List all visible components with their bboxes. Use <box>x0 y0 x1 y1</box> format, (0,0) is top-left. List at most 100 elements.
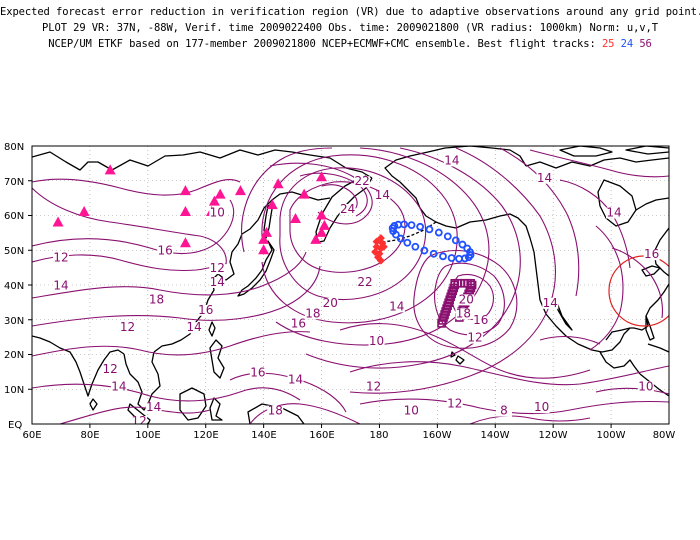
track-24-point <box>439 252 447 261</box>
station-triangle-icon <box>261 226 273 237</box>
contour-label-bg <box>102 363 119 375</box>
contour-label: 12 <box>467 331 482 345</box>
contour-label: 12 <box>447 397 462 411</box>
contour-label-bg <box>110 381 127 393</box>
contour-label-bg <box>52 252 69 264</box>
latitude-labels: 80N 70N 60N 50N 40N 30N 20N 10N EQ <box>4 142 24 431</box>
track-25-label: 25 <box>601 38 615 50</box>
contour-label: 14 <box>444 153 459 167</box>
lon-label: 80W <box>653 430 676 441</box>
contour-label-bg <box>458 294 475 306</box>
track-24-point <box>407 221 416 230</box>
station-triangle-icon <box>266 199 278 210</box>
contour-label-bg <box>356 277 373 288</box>
observation-stations <box>52 164 330 255</box>
longitude-labels: 60E 80E 100E 120E 140E 160E 180 160W 140… <box>22 430 675 441</box>
contour-label-bg <box>403 405 420 417</box>
contour-label: 16 <box>198 303 213 317</box>
track-24-point <box>458 240 467 249</box>
track-24-point <box>394 220 403 229</box>
contour-label-bg <box>304 308 321 320</box>
station-triangle-icon <box>52 216 64 227</box>
contour-label: 14 <box>606 206 621 220</box>
contour-label: 16 <box>250 365 265 379</box>
station-triangle-icon <box>289 212 301 223</box>
contour-label-bg <box>472 315 489 327</box>
plot-metadata: PLOT 29 VR: 37N, -88W, Verif. time 20090… <box>42 22 658 34</box>
contour-label: 12 <box>131 414 146 428</box>
lon-label: 140E <box>251 430 276 441</box>
track-56-label: 56 <box>639 38 652 50</box>
track-56-point <box>437 319 446 328</box>
station-triangle-icon <box>179 185 191 196</box>
contour-label: 18 <box>305 306 320 320</box>
contour-label: 14 <box>288 372 303 386</box>
contour-label: 12 <box>120 320 135 334</box>
contour-label-bg <box>52 280 69 292</box>
station-triangle-icon <box>318 219 330 230</box>
lon-label: 120W <box>539 430 568 441</box>
contour-label-bg <box>467 332 484 344</box>
lat-label: 40N <box>4 281 24 292</box>
contour-label: 16 <box>644 247 659 261</box>
contour-label-bg <box>249 367 266 379</box>
map-frame <box>31 145 670 425</box>
contour-label: 18 <box>456 306 471 320</box>
contour-label-bg <box>536 172 553 184</box>
lon-label: 160E <box>309 430 334 441</box>
track-24-point <box>391 230 400 239</box>
contour-label: 24 <box>340 202 355 216</box>
contour-label: 22 <box>357 275 372 289</box>
contour-label-bg <box>209 263 226 275</box>
track-24-point <box>451 236 460 245</box>
contour-label-bg <box>209 277 226 288</box>
contour-label-bg <box>339 204 356 216</box>
track-24-point <box>396 234 405 243</box>
contour-label-bg <box>368 336 385 348</box>
station-triangle-icon <box>234 185 246 196</box>
track-24-point <box>425 225 434 234</box>
contour-label-bg <box>290 318 307 330</box>
lat-label: 70N <box>4 177 24 188</box>
lon-label: 120E <box>193 430 218 441</box>
lon-label: 60E <box>22 430 41 441</box>
track-24-point <box>420 246 429 255</box>
contour-label: 22 <box>354 174 369 188</box>
contour-label-bg <box>605 207 622 219</box>
contour-label-bg <box>322 297 339 309</box>
contour-label: 20 <box>459 292 474 306</box>
contour-label-bg <box>684 274 700 285</box>
contour-label: 12 <box>53 251 68 265</box>
contour-label: 14 <box>111 379 126 393</box>
lat-label: 20N <box>4 350 24 361</box>
track-24-point <box>411 242 420 251</box>
contour-label-bg <box>446 398 463 410</box>
lon-label: 100E <box>135 430 160 441</box>
contour-label: 10 <box>534 400 549 414</box>
station-triangle-icon <box>258 233 270 244</box>
lon-label: 180 <box>369 430 388 441</box>
contour-label: 20 <box>323 296 338 310</box>
contour-label-bg <box>388 301 405 313</box>
station-triangle-icon <box>310 233 322 244</box>
figure-title: Expected forecast error reduction in ver… <box>0 6 700 18</box>
contour-label: 10 <box>404 404 419 418</box>
station-triangle-icon <box>179 237 191 248</box>
contour-label-bg <box>542 297 559 309</box>
track-25-point <box>376 256 385 265</box>
map-grid <box>32 146 669 424</box>
station-triangle-icon <box>78 206 90 217</box>
contour-label-bg <box>643 249 660 261</box>
contour-label: 16 <box>473 313 488 327</box>
contour-label: 12 <box>210 261 225 275</box>
track-25-point <box>379 242 388 251</box>
track-24-point <box>464 253 473 262</box>
track-24-point <box>443 232 452 241</box>
contour-label: 18 <box>149 292 164 306</box>
lon-label: 160W <box>423 430 452 441</box>
ensemble-info: NCEP/UM ETKF based on 177-member 2009021… <box>0 38 700 50</box>
track-56-point <box>466 278 475 288</box>
coastlines <box>32 146 669 424</box>
track-25-point <box>376 234 385 243</box>
